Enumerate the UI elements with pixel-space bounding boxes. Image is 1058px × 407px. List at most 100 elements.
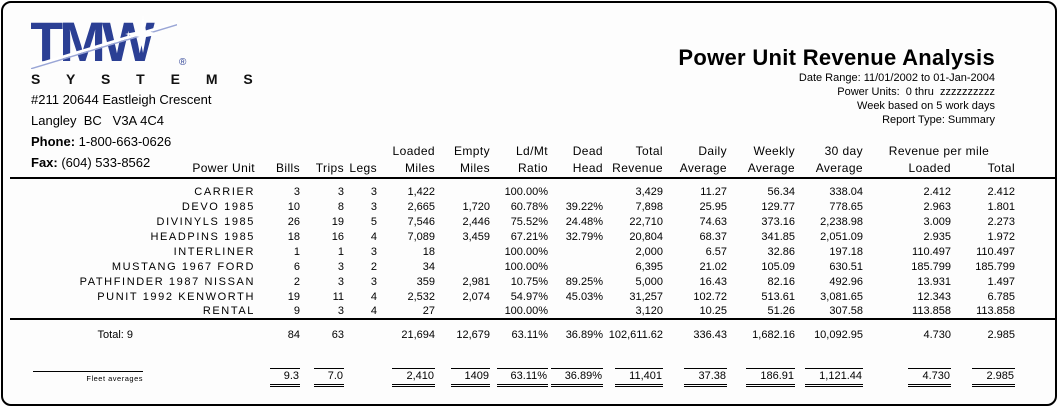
value-cell: 100.00%	[504, 260, 548, 273]
address-line-1: #211 20644 Eastleigh Crescent	[31, 92, 212, 107]
table-header: Loaded Empty Ld/Mt Dead Total Daily Week…	[10, 141, 1055, 179]
total-dead-head: 36.89%	[548, 318, 603, 349]
fleet-30day-average: 1,121.44	[795, 349, 863, 397]
value-cell: 3	[370, 185, 377, 198]
value-cell: 778.65	[829, 200, 863, 213]
value-cell: 1	[337, 245, 344, 258]
value-cell: 24.48%	[565, 215, 603, 228]
value-cell: 2	[370, 260, 377, 273]
fleet-empty-miles: 1409	[435, 349, 490, 397]
value-cell: 51.26	[767, 305, 795, 317]
value-cell: 56.34	[767, 185, 795, 198]
value-cell: 6	[293, 260, 300, 273]
value-cell: 1.801	[987, 200, 1016, 213]
logo-systems-text: S Y S T E M S	[31, 71, 264, 87]
power-unit-name: INTERLINER	[173, 245, 255, 258]
header-dead-head: Head	[548, 158, 603, 179]
header-empty-top: Empty	[453, 144, 490, 158]
value-cell: 32.79%	[565, 230, 603, 243]
value-cell	[548, 184, 603, 199]
header-ldmt-top: Ld/Mt	[515, 144, 548, 158]
value-cell: 2,532	[407, 290, 435, 303]
value-cell: 2,051.09	[820, 230, 863, 243]
header-weekly-average: Average	[727, 158, 795, 179]
value-cell: 19	[287, 290, 300, 303]
value-cell: 67.21%	[510, 230, 548, 243]
header-daily-average: Average	[663, 158, 727, 179]
total-row: Total: 9 84 63 21,694 12,679 63.11% 36.8…	[10, 318, 1055, 349]
value-cell: 3,429	[635, 185, 663, 198]
value-cell: 3	[337, 260, 344, 273]
header-30day-top: 30 day	[824, 144, 863, 158]
total-loaded-miles: 21,694	[377, 318, 435, 349]
value-cell: 75.52%	[510, 215, 548, 228]
power-unit-name: CARRIER	[194, 185, 255, 198]
revenue-table: Loaded Empty Ld/Mt Dead Total Daily Week…	[10, 141, 1055, 397]
value-cell: 3	[370, 200, 377, 213]
power-unit-name: HEADPINS 1985	[150, 230, 255, 243]
value-cell: 102.72	[693, 290, 727, 303]
value-cell: 129.77	[761, 200, 795, 213]
fleet-rpm-loaded: 4.730	[863, 349, 951, 397]
total-30day-average: 10,092.95	[795, 318, 863, 349]
fleet-legs	[344, 349, 377, 397]
value-cell	[548, 244, 603, 259]
value-cell: 630.51	[829, 260, 863, 273]
value-cell: 373.16	[761, 215, 795, 228]
report-type: Report Type: Summary	[882, 114, 995, 126]
value-cell: 1.972	[987, 230, 1016, 243]
value-cell: 341.85	[761, 230, 795, 243]
value-cell: 6.57	[705, 245, 727, 258]
fleet-dead-head: 36.89%	[548, 349, 603, 397]
value-cell: 110.497	[912, 245, 951, 258]
value-cell: 10.25	[699, 305, 727, 317]
value-cell: 492.96	[829, 275, 863, 288]
header-blank	[10, 141, 255, 158]
value-cell: 26	[287, 215, 300, 228]
power-unit-name: PATHFINDER 1987 NISSAN	[79, 275, 255, 288]
value-cell: 185.799	[911, 260, 951, 273]
fleet-averages-row: Fleet averages 9.3 7.0 2,410 1409 63.11%…	[10, 349, 1055, 397]
fleet-daily-average: 37.38	[663, 349, 727, 397]
value-cell: 100.00%	[504, 185, 548, 198]
value-cell: 4	[370, 305, 377, 317]
table-row: PUNIT 1992 KENWORTH 19 11 4 2,532 2,074 54.97%…	[10, 289, 1055, 304]
value-cell: 1.497	[987, 275, 1016, 288]
value-cell: 82.16	[767, 275, 795, 288]
value-cell	[548, 259, 603, 274]
table-row: MUSTANG 1967 FORD 6 3 2 34 100.00% 6,395 21.02 1…	[10, 259, 1055, 274]
value-cell: 16.43	[699, 275, 727, 288]
value-cell: 74.63	[699, 215, 727, 228]
value-cell: 1	[293, 245, 300, 258]
value-cell: 2	[293, 275, 300, 288]
value-cell: 39.22%	[565, 200, 603, 213]
header-loaded-miles: Miles	[377, 158, 435, 179]
value-cell: 105.09	[761, 260, 795, 273]
value-cell: 2,074	[462, 290, 490, 303]
power-unit-name: DIVINYLS 1985	[156, 215, 255, 228]
header-dead-top: Dead	[572, 144, 603, 158]
phone-line: Phone: 1-800-663-0626	[31, 133, 331, 150]
header-revenue-per-mile: Revenue per mile	[888, 144, 990, 158]
value-cell: 45.03%	[565, 290, 603, 303]
value-cell: 10.75%	[510, 275, 548, 288]
value-cell: 22,710	[629, 215, 663, 228]
value-cell	[435, 259, 490, 274]
value-cell: 7,546	[407, 215, 435, 228]
week-basis: Week based on 5 work days	[857, 100, 995, 112]
total-trips: 63	[300, 318, 344, 349]
header-total-revenue: Revenue	[603, 158, 663, 179]
tmw-logo: TMW ®	[31, 11, 187, 69]
value-cell	[435, 244, 490, 259]
header-trips: Trips	[300, 158, 344, 179]
fleet-loaded-miles: 2,410	[377, 349, 435, 397]
address-line-2: Langley BC V3A 4C4	[31, 113, 164, 128]
value-cell: 3	[293, 185, 300, 198]
value-cell: 27	[422, 305, 435, 317]
table-row: CARRIER 3 3 3 1,422 100.00% 3,429 11.27 56.34 338…	[10, 184, 1055, 199]
value-cell: 2.412	[987, 185, 1016, 198]
value-cell: 34	[422, 260, 435, 273]
value-cell: 307.58	[829, 305, 863, 317]
value-cell: 2,238.98	[820, 215, 863, 228]
table-row: PATHFINDER 1987 NISSAN 2 3 3 359 2,981 10.75% 8…	[10, 274, 1055, 289]
